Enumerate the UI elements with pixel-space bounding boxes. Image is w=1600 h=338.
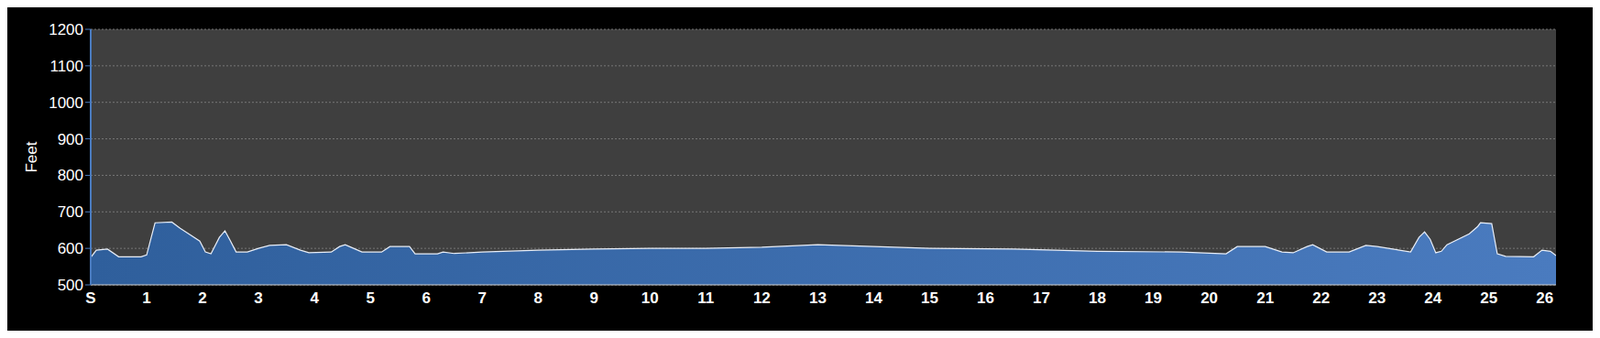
svg-text:5: 5 <box>365 289 374 307</box>
svg-text:1: 1 <box>142 289 151 307</box>
svg-text:18: 18 <box>1088 289 1107 307</box>
svg-text:13: 13 <box>809 289 827 307</box>
svg-text:12: 12 <box>753 289 771 307</box>
svg-text:Feet: Feet <box>22 141 41 173</box>
svg-text:23: 23 <box>1368 289 1386 307</box>
svg-text:11: 11 <box>697 289 714 307</box>
svg-text:19: 19 <box>1144 289 1162 307</box>
svg-text:2: 2 <box>197 289 207 307</box>
svg-text:24: 24 <box>1424 289 1442 307</box>
svg-text:17: 17 <box>1032 289 1051 307</box>
svg-text:15: 15 <box>920 289 939 307</box>
svg-text:900: 900 <box>57 131 84 149</box>
svg-text:S: S <box>85 289 96 307</box>
svg-text:26: 26 <box>1535 289 1554 307</box>
svg-text:1200: 1200 <box>48 21 84 39</box>
svg-text:9: 9 <box>590 289 599 307</box>
svg-text:1000: 1000 <box>48 94 84 112</box>
svg-text:25: 25 <box>1479 289 1498 307</box>
svg-text:500: 500 <box>57 276 84 295</box>
svg-text:600: 600 <box>57 240 84 258</box>
svg-text:1100: 1100 <box>49 57 84 76</box>
svg-text:3: 3 <box>253 289 263 307</box>
svg-text:16: 16 <box>976 289 995 307</box>
svg-text:14: 14 <box>865 289 883 307</box>
svg-text:21: 21 <box>1256 289 1274 307</box>
svg-text:800: 800 <box>57 166 84 185</box>
svg-text:10: 10 <box>641 289 659 307</box>
svg-text:8: 8 <box>534 289 543 307</box>
svg-text:7: 7 <box>477 289 486 307</box>
svg-text:700: 700 <box>57 203 84 221</box>
svg-text:6: 6 <box>421 289 430 307</box>
svg-text:4: 4 <box>309 289 319 307</box>
svg-text:22: 22 <box>1312 289 1330 307</box>
svg-text:20: 20 <box>1200 289 1218 307</box>
